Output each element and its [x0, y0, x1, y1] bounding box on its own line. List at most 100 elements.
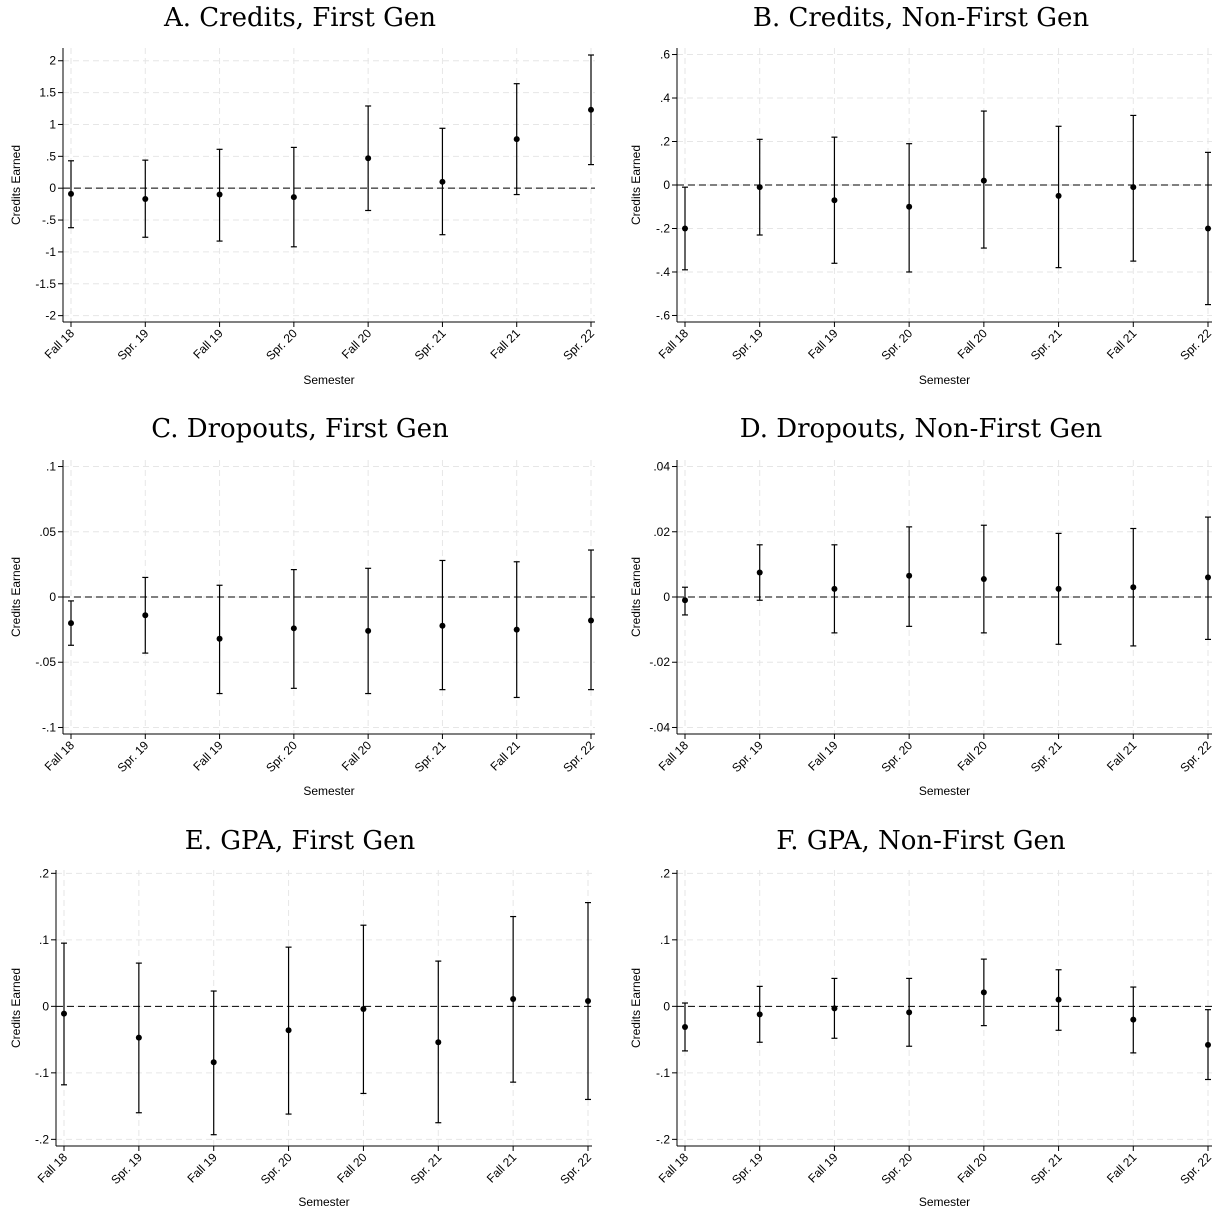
point-estimate [831, 1005, 838, 1012]
y-axis-title: Credits Earned [629, 968, 643, 1048]
x-tick-label: Spr. 21 [412, 326, 449, 363]
y-tick-label: .5 [46, 149, 56, 163]
x-tick-label: Fall 19 [805, 326, 841, 362]
point-estimate [68, 620, 74, 627]
panel-title: D. Dropouts, Non-First Gen [740, 414, 1103, 444]
point-estimate [1130, 584, 1137, 591]
x-axis-title: Semester [919, 373, 970, 387]
point-estimate [831, 585, 838, 592]
y-tick-label: 0 [663, 590, 670, 604]
y-tick-label: -.05 [35, 655, 56, 669]
point-estimate [365, 155, 372, 162]
point-estimate [142, 612, 149, 619]
point-estimate [1055, 996, 1062, 1003]
y-axis-title: Credits Earned [629, 145, 643, 225]
x-tick-label: Fall 20 [955, 1150, 991, 1186]
point-estimate [980, 576, 987, 583]
point-estimate [285, 1027, 292, 1034]
x-tick-label: Spr. 20 [258, 1150, 295, 1187]
x-tick-label: Spr. 19 [115, 738, 152, 775]
point-estimate [1130, 1016, 1137, 1023]
y-tick-label: -.2 [656, 221, 670, 235]
point-estimate [1205, 574, 1211, 581]
y-tick-label: -1 [45, 245, 56, 259]
x-tick-label: Spr. 22 [1177, 738, 1214, 775]
point-estimate [142, 196, 149, 203]
point-estimate [510, 996, 517, 1003]
y-tick-label: -.6 [656, 308, 670, 322]
panel-title: E. GPA, First Gen [185, 826, 416, 856]
point-estimate [588, 617, 594, 624]
point-estimate [906, 1009, 913, 1016]
x-tick-label: Fall 18 [656, 738, 692, 774]
x-tick-label: Fall 18 [656, 326, 692, 362]
point-estimate [1130, 184, 1137, 191]
x-tick-label: Spr. 20 [263, 738, 300, 775]
point-estimate [439, 622, 446, 629]
x-tick-label: Spr. 19 [115, 326, 152, 363]
y-tick-label: 0 [663, 178, 670, 192]
point-estimate [360, 1005, 367, 1012]
x-tick-label: Spr. 22 [557, 1150, 594, 1187]
point-estimate [682, 225, 688, 232]
x-tick-label: Spr. 20 [878, 326, 915, 363]
x-tick-label: Fall 20 [955, 738, 991, 774]
x-tick-label: Spr. 22 [560, 738, 597, 775]
point-estimate [1055, 192, 1062, 199]
x-tick-label: Spr. 19 [729, 738, 766, 775]
x-tick-label: Spr. 21 [1028, 326, 1065, 363]
x-tick-label: Fall 20 [339, 738, 375, 774]
x-tick-label: Spr. 22 [560, 326, 597, 363]
y-tick-label: -.5 [42, 213, 56, 227]
x-tick-label: Fall 20 [334, 1150, 370, 1186]
y-tick-label: 2 [49, 54, 56, 68]
y-tick-label: 0 [663, 999, 670, 1013]
point-estimate [588, 106, 594, 113]
point-estimate [756, 1011, 763, 1018]
y-tick-label: .1 [39, 933, 49, 947]
y-tick-label: .2 [660, 866, 670, 880]
x-tick-label: Fall 21 [484, 1150, 520, 1186]
x-tick-label: Fall 20 [339, 326, 375, 362]
y-tick-label: 0 [49, 590, 56, 604]
point-estimate [980, 989, 987, 996]
point-estimate [61, 1010, 67, 1017]
y-tick-label: -.1 [35, 1066, 49, 1080]
point-estimate [210, 1059, 217, 1066]
y-tick-label: 0 [49, 181, 56, 195]
x-tick-label: Spr. 19 [729, 326, 766, 363]
y-tick-label: .1 [660, 933, 670, 947]
x-tick-label: Spr. 21 [1028, 1150, 1065, 1187]
x-axis-title: Semester [919, 784, 970, 798]
x-tick-label: Fall 20 [955, 326, 991, 362]
y-tick-label: .2 [39, 866, 49, 880]
y-tick-label: .2 [660, 135, 670, 149]
y-tick-label: .1 [46, 460, 56, 474]
x-axis-title: Semester [919, 1195, 970, 1209]
y-tick-label: -.2 [656, 1132, 670, 1146]
panel-4: E. GPA, First Gen -.2 -.1 0 .1 .2 Fall 18 Spr. … [9, 826, 594, 1209]
x-tick-label: Fall 19 [805, 1150, 841, 1186]
x-tick-label: Fall 19 [190, 326, 226, 362]
point-estimate [756, 569, 763, 576]
panel-3: D. Dropouts, Non-First Gen -.04 -.02 0 .02 .0… [629, 414, 1214, 798]
point-estimate [756, 184, 763, 191]
x-tick-label: Fall 21 [487, 738, 523, 774]
x-tick-label: Fall 18 [35, 1150, 71, 1186]
y-tick-label: .6 [660, 48, 670, 62]
point-estimate [682, 1023, 688, 1030]
y-tick-label: -2 [45, 309, 56, 323]
point-estimate [439, 178, 446, 185]
x-tick-label: Fall 21 [487, 326, 523, 362]
panel-2: C. Dropouts, First Gen -.1 -.05 0 .05 .1 Fall … [9, 414, 597, 798]
x-tick-label: Spr. 19 [729, 1150, 766, 1187]
panel-5: F. GPA, Non-First Gen -.2 -.1 0 .1 .2 Fall 18 S… [629, 826, 1214, 1209]
y-tick-label: 0 [42, 999, 49, 1013]
y-tick-label: .02 [653, 525, 670, 539]
point-estimate [980, 177, 987, 184]
panel-title: F. GPA, Non-First Gen [776, 826, 1066, 856]
point-estimate [1055, 585, 1062, 592]
y-tick-label: -.1 [656, 1066, 670, 1080]
